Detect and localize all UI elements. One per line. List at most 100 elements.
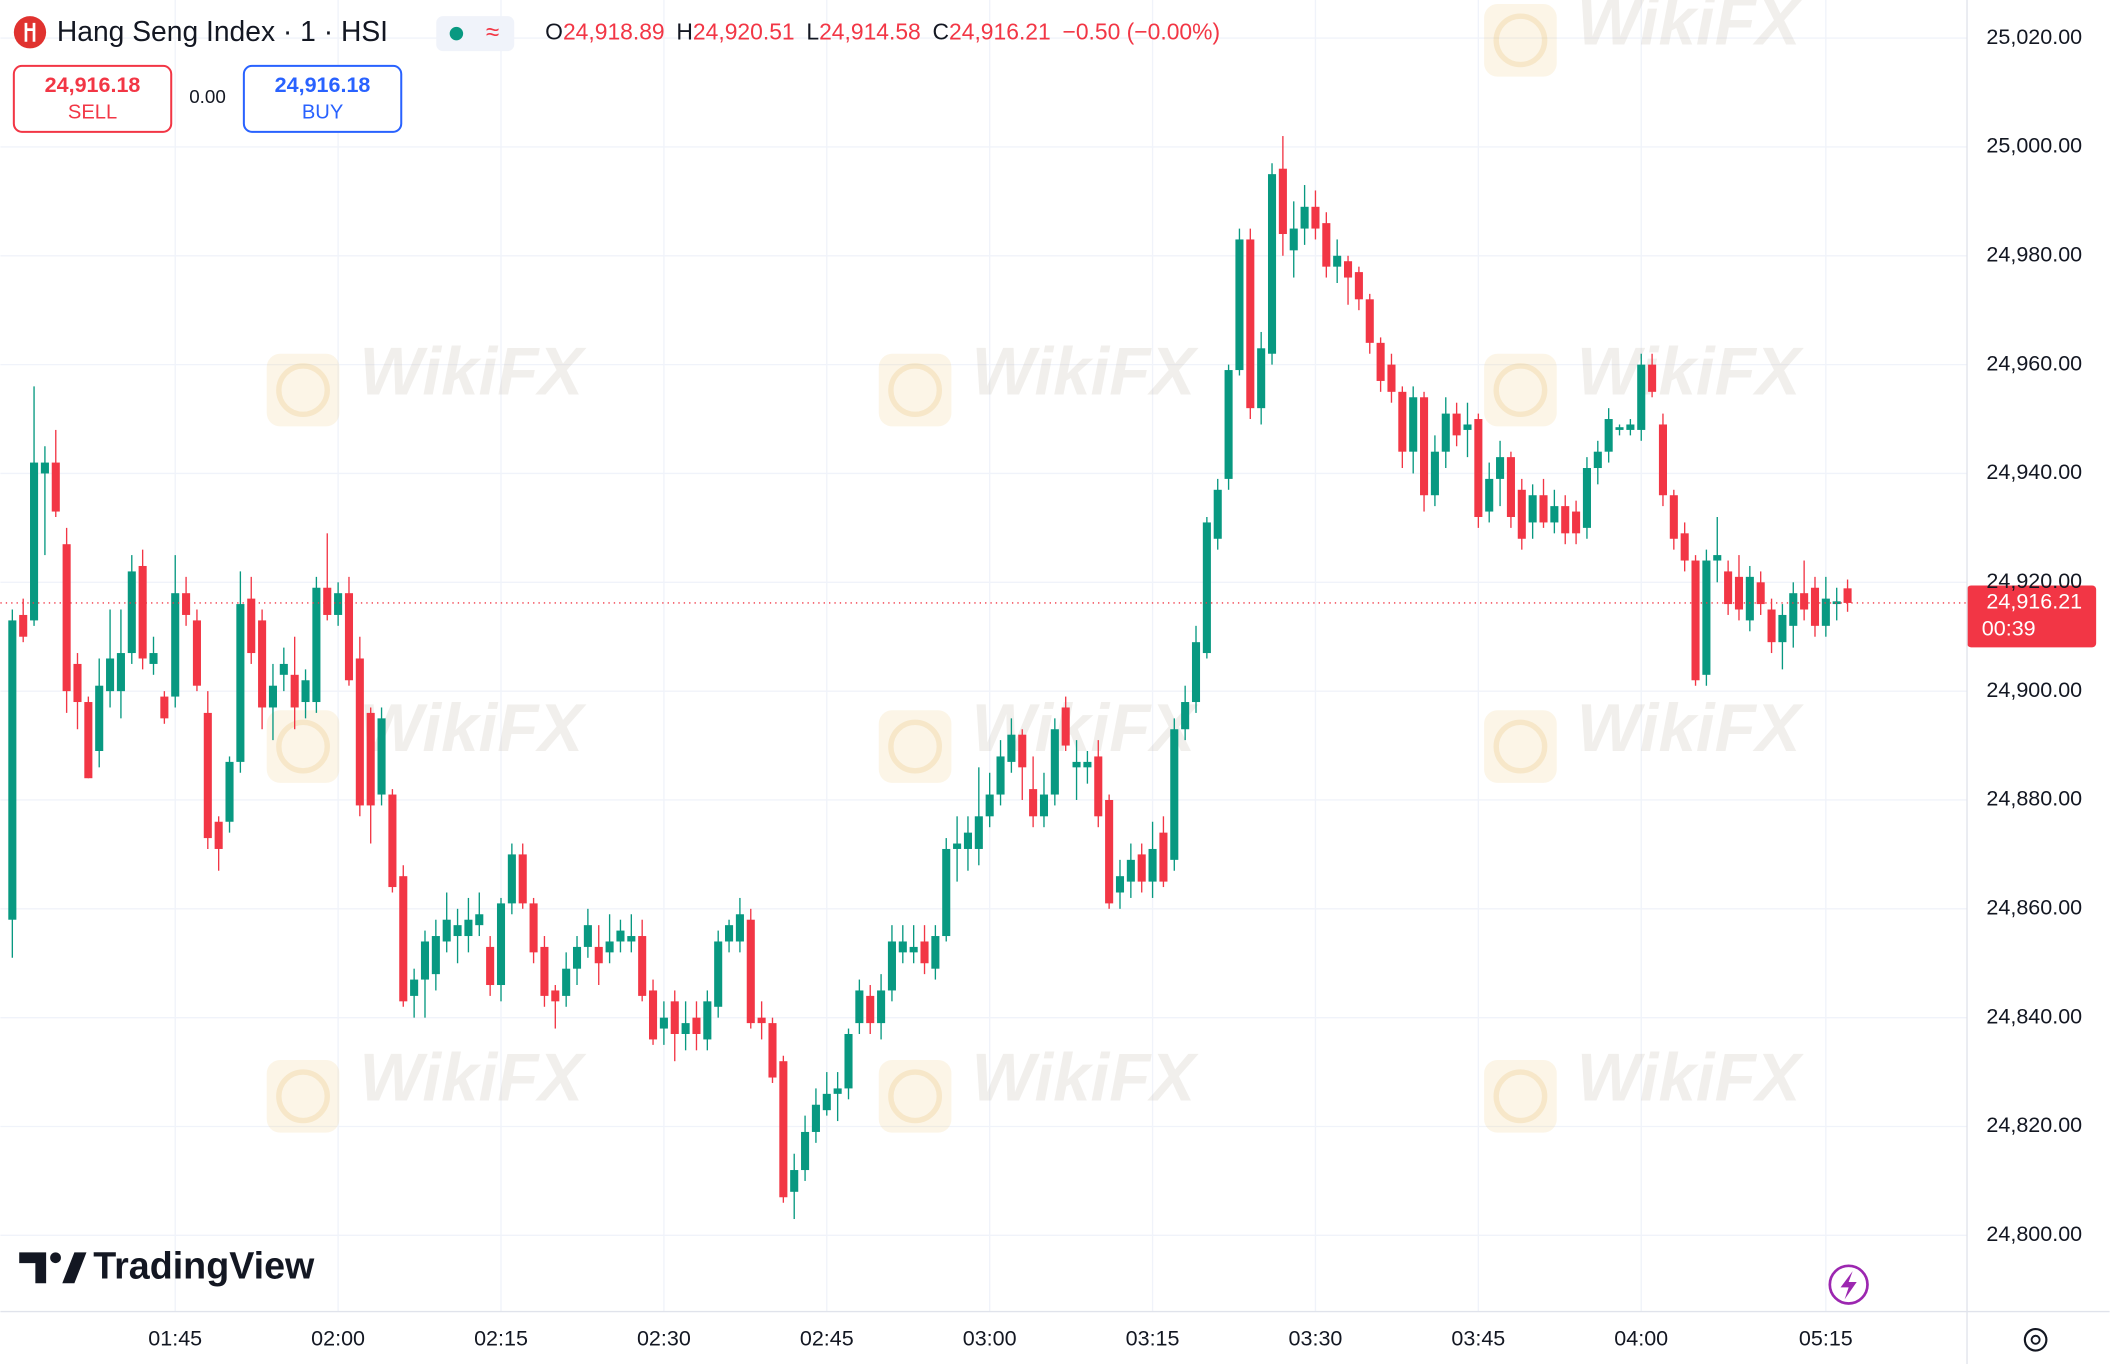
status-icon: ≈ bbox=[486, 19, 499, 46]
y-tick-label: 24,920.00 bbox=[1986, 569, 2082, 593]
candle-body bbox=[507, 854, 516, 904]
watermark-logo bbox=[1484, 353, 1557, 427]
candle-body bbox=[225, 761, 234, 822]
candle-body bbox=[312, 587, 321, 703]
candle-body bbox=[996, 756, 1005, 795]
watermark-logo-ring bbox=[888, 719, 943, 774]
candle-body bbox=[1550, 506, 1559, 523]
candle-body bbox=[290, 674, 299, 708]
candle-body bbox=[388, 794, 397, 888]
y-tick-label: 24,840.00 bbox=[1986, 1004, 2082, 1028]
legend-key: L bbox=[806, 19, 819, 45]
candle-body bbox=[73, 663, 82, 703]
candle-body bbox=[106, 658, 115, 692]
settings-icon[interactable] bbox=[2023, 1327, 2048, 1352]
candle-body bbox=[1072, 761, 1081, 768]
candle-body bbox=[496, 903, 506, 986]
candle-body bbox=[236, 604, 245, 762]
y-tick-label: 24,820.00 bbox=[1986, 1113, 2082, 1137]
y-tick-label: 24,940.00 bbox=[1986, 460, 2082, 484]
candle-body bbox=[62, 544, 71, 692]
candle-body bbox=[1191, 642, 1201, 703]
candle-body bbox=[1365, 299, 1374, 343]
candle-body bbox=[182, 593, 191, 615]
candle-body bbox=[1115, 876, 1125, 893]
watermark-logo-ring bbox=[276, 1069, 330, 1124]
watermark-logo-ring bbox=[1493, 1069, 1548, 1124]
candle-body bbox=[1170, 729, 1179, 860]
candle-body bbox=[562, 968, 571, 996]
watermark-logo-ring bbox=[888, 363, 943, 418]
buy-button[interactable] bbox=[242, 64, 403, 133]
candle-body bbox=[594, 946, 603, 964]
candle-body bbox=[1658, 424, 1667, 496]
watermark-logo bbox=[266, 353, 340, 427]
candle-body bbox=[8, 620, 17, 920]
candle-body bbox=[963, 832, 972, 849]
brand-name: TradingView bbox=[93, 1244, 315, 1286]
candle-body bbox=[1572, 511, 1581, 534]
candle-body bbox=[1105, 799, 1114, 904]
grid bbox=[0, 0, 1968, 1312]
y-tick-label: 24,860.00 bbox=[1986, 896, 2082, 920]
candle-body bbox=[1159, 832, 1168, 882]
x-tick-label: 03:15 bbox=[1126, 1326, 1180, 1350]
watermark-logo-ring bbox=[276, 363, 330, 418]
buy-price[interactable]: 24,916.18 bbox=[275, 73, 371, 97]
candle-body bbox=[301, 680, 310, 703]
candle-body bbox=[1050, 729, 1059, 795]
candle-body bbox=[659, 1017, 668, 1029]
candle-body bbox=[1333, 255, 1342, 267]
watermark-text: WikiFX bbox=[972, 691, 1200, 766]
candle-body bbox=[540, 946, 549, 996]
candle-body bbox=[1409, 397, 1418, 452]
candle-body bbox=[1267, 174, 1277, 354]
spread: 0.00 bbox=[189, 86, 226, 107]
sell-label[interactable]: SELL bbox=[68, 101, 117, 123]
buy-label[interactable]: BUY bbox=[302, 101, 343, 123]
candle-body bbox=[583, 925, 592, 947]
candle-body bbox=[1463, 424, 1472, 430]
candle-body bbox=[1821, 598, 1830, 626]
candle-body bbox=[1713, 555, 1722, 561]
sell-price[interactable]: 24,916.18 bbox=[45, 73, 141, 97]
candle-body bbox=[703, 1001, 712, 1040]
candle-body bbox=[464, 919, 473, 937]
candle-body bbox=[1604, 419, 1613, 452]
candle-body bbox=[1039, 794, 1049, 817]
candle-body bbox=[616, 930, 625, 942]
candle-body bbox=[40, 462, 49, 474]
candle-body bbox=[551, 990, 560, 1002]
candle-body bbox=[1637, 364, 1646, 430]
candle-body bbox=[757, 1017, 766, 1024]
candle-body bbox=[681, 1023, 690, 1034]
legend-key: O bbox=[545, 19, 563, 45]
candle-body bbox=[1137, 854, 1146, 882]
candle-body bbox=[1420, 397, 1429, 496]
watermark-logo-ring bbox=[888, 1069, 943, 1124]
candle-body bbox=[1506, 457, 1515, 517]
watermark-logo bbox=[1484, 1059, 1557, 1133]
last-price-box bbox=[1967, 585, 2097, 648]
sell-button[interactable] bbox=[12, 64, 173, 133]
candle-body bbox=[399, 876, 408, 1002]
watermark-logo bbox=[878, 1059, 952, 1133]
candle-body bbox=[1832, 601, 1841, 605]
candles bbox=[8, 136, 1852, 1220]
candle-body bbox=[475, 914, 484, 926]
watermark-text: WikiFX bbox=[1577, 1041, 1805, 1116]
candle-body bbox=[51, 462, 60, 512]
candle-body bbox=[1322, 223, 1331, 267]
x-tick-label: 02:00 bbox=[311, 1326, 365, 1350]
candle-body bbox=[1669, 495, 1678, 539]
watermark-logo bbox=[878, 353, 952, 427]
candle-body bbox=[1126, 859, 1135, 882]
candle-body bbox=[572, 946, 582, 969]
brand-logo-dot bbox=[50, 1252, 61, 1264]
legend-key: C bbox=[933, 19, 950, 45]
candle-body bbox=[822, 1093, 831, 1111]
y-tick-label: 25,000.00 bbox=[1986, 134, 2082, 158]
candle-body bbox=[1452, 413, 1461, 436]
candle-body bbox=[1810, 587, 1820, 626]
